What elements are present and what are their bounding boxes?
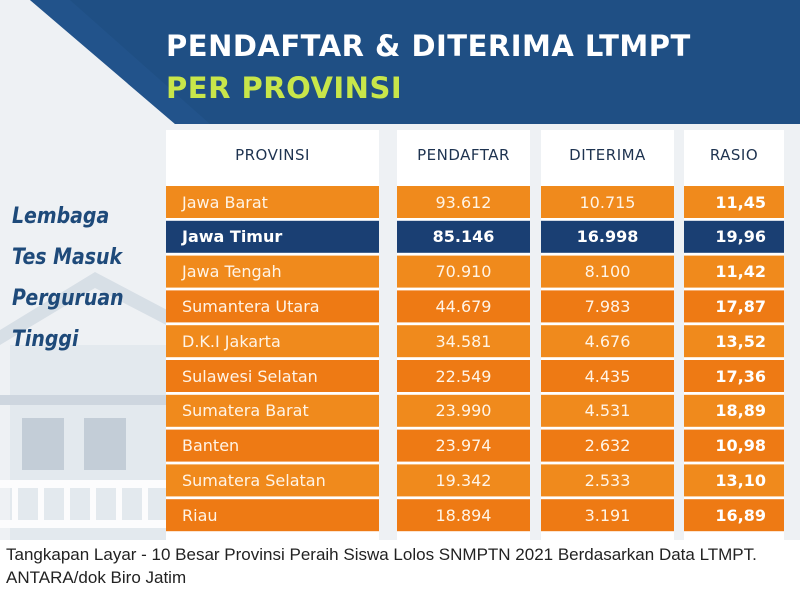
- row-bar-rasio: [684, 290, 784, 323]
- row-bar-diterima: [541, 499, 674, 532]
- column-header-provinsi: PROVINSI: [166, 130, 379, 179]
- side-text-line: Lembaga: [12, 204, 110, 229]
- row-bar-pendaftar: [397, 394, 530, 427]
- row-bar-diterima: [541, 255, 674, 288]
- cell-pendaftar: 22.549: [435, 366, 492, 386]
- row-bar-rasio: [684, 255, 784, 288]
- row-bar-diterima: [541, 464, 674, 497]
- row-bar-rasio: [684, 325, 784, 358]
- cell-province: Sumatera Barat: [182, 401, 309, 421]
- cell-diterima: 16.998: [576, 227, 639, 247]
- side-text-line: Perguruan: [12, 286, 124, 311]
- cell-diterima: 4.531: [584, 401, 631, 421]
- row-bar-province: [166, 220, 379, 253]
- cell-province: Banten: [182, 436, 240, 456]
- cell-pendaftar: 34.581: [435, 331, 492, 351]
- cell-pendaftar: 93.612: [435, 192, 492, 212]
- cell-diterima: 8.100: [584, 262, 631, 282]
- row-bar-pendaftar: [397, 290, 530, 323]
- row-bar-rasio: [684, 360, 784, 392]
- side-text-line: Tes Masuk: [12, 245, 123, 270]
- cell-pendaftar: 70.910: [435, 262, 492, 282]
- header-band-accent: [30, 0, 210, 124]
- column-header-pendaftar: PENDAFTAR: [397, 130, 530, 179]
- column-header-rasio: RASIO: [684, 130, 784, 179]
- cell-province: Sumatera Selatan: [182, 470, 326, 490]
- cell-diterima: 2.632: [584, 436, 631, 456]
- row-bar-province: [166, 499, 379, 532]
- cell-pendaftar: 23.974: [435, 436, 492, 456]
- row-bar-rasio: [684, 464, 784, 497]
- image-caption: Tangkapan Layar - 10 Besar Provinsi Pera…: [6, 545, 757, 587]
- cell-rasio: 19,96: [715, 227, 766, 247]
- cell-rasio: 18,89: [715, 401, 766, 421]
- cell-rasio: 11,45: [715, 192, 766, 212]
- cell-province: Sulawesi Selatan: [182, 366, 318, 386]
- row-bar-pendaftar: [397, 429, 530, 462]
- cell-pendaftar: 23.990: [435, 401, 492, 421]
- row-bar-pendaftar: [397, 499, 530, 532]
- row-bar-province: [166, 186, 379, 218]
- cell-rasio: 13,10: [715, 470, 766, 490]
- cell-province: Sumantera Utara: [182, 296, 320, 316]
- cell-rasio: 16,89: [715, 505, 766, 525]
- row-bar-province: [166, 429, 379, 462]
- header-band: [30, 0, 800, 124]
- row-bar-province: [166, 290, 379, 323]
- title-line-1: PENDAFTAR & DITERIMA LTMPT: [166, 29, 691, 63]
- row-bar-rasio: [684, 394, 784, 427]
- row-bar-province: [166, 325, 379, 358]
- infographic: PENDAFTAR & DITERIMA LTMPT PER PROVINSI …: [0, 0, 800, 540]
- row-bar-diterima: [541, 429, 674, 462]
- column-header-diterima: DITERIMA: [541, 130, 674, 179]
- row-bar-pendaftar: [397, 325, 530, 358]
- cell-diterima: 2.533: [584, 470, 631, 490]
- row-bar-pendaftar: [397, 255, 530, 288]
- row-bar-rasio: [684, 429, 784, 462]
- cell-rasio: 17,87: [715, 296, 766, 316]
- row-bar-diterima: [541, 360, 674, 392]
- row-bar-rasio: [684, 186, 784, 218]
- background-art: [0, 0, 800, 540]
- cell-rasio: 10,98: [715, 436, 766, 456]
- row-bar-province: [166, 394, 379, 427]
- side-text-line: Tinggi: [12, 327, 79, 352]
- side-text: Lembaga Tes Masuk Perguruan Tinggi: [12, 196, 162, 360]
- cell-province: Riau: [182, 505, 218, 525]
- cell-province: D.K.I Jakarta: [182, 331, 281, 351]
- cell-diterima: 3.191: [584, 505, 631, 525]
- cell-province: Jawa Tengah: [182, 262, 282, 282]
- cell-rasio: 11,42: [715, 262, 766, 282]
- cell-diterima: 10.715: [579, 192, 636, 212]
- cell-diterima: 4.435: [584, 366, 631, 386]
- row-bar-province: [166, 464, 379, 497]
- cell-diterima: 7.983: [584, 296, 631, 316]
- cell-province: Jawa Timur: [182, 227, 283, 247]
- row-bar-diterima: [541, 325, 674, 358]
- cell-pendaftar: 19.342: [435, 470, 492, 490]
- row-bar-pendaftar: [397, 464, 530, 497]
- cell-province: Jawa Barat: [182, 192, 268, 212]
- row-bar-pendaftar: [397, 186, 530, 218]
- row-bar-diterima: [541, 186, 674, 218]
- cell-pendaftar: 85.146: [432, 227, 495, 247]
- row-bar-province: [166, 255, 379, 288]
- row-bar-diterima: [541, 394, 674, 427]
- row-bar-rasio: [684, 220, 784, 253]
- row-bar-pendaftar: [397, 220, 530, 253]
- cell-rasio: 17,36: [715, 366, 766, 386]
- cell-pendaftar: 44.679: [435, 296, 492, 316]
- cell-pendaftar: 18.894: [435, 505, 492, 525]
- row-bar-pendaftar: [397, 360, 530, 392]
- cell-diterima: 4.676: [584, 331, 631, 351]
- row-bar-rasio: [684, 499, 784, 532]
- row-bar-diterima: [541, 290, 674, 323]
- title-line-2: PER PROVINSI: [166, 71, 403, 105]
- cell-rasio: 13,52: [715, 331, 766, 351]
- house-illustration: [0, 272, 205, 540]
- row-bar-province: [166, 360, 379, 392]
- row-bar-diterima: [541, 220, 674, 253]
